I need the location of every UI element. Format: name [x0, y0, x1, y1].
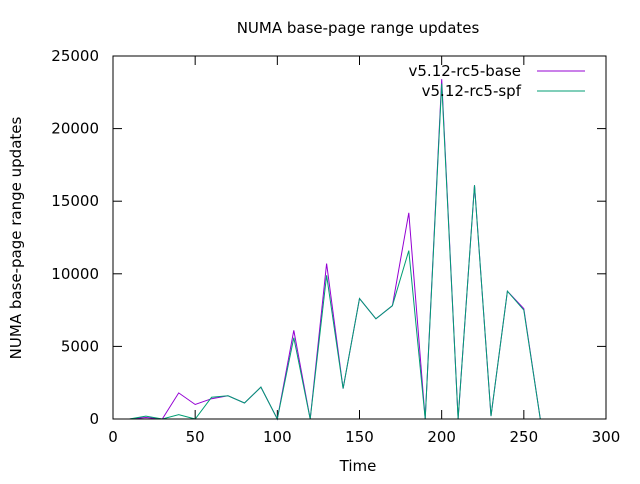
series-line-2 [129, 83, 541, 421]
legend: v5.12-rc5-base v5.12-rc5-spf [409, 62, 585, 100]
x-tick-label: 150 [345, 428, 374, 446]
x-tick-label: 300 [592, 428, 621, 446]
y-tick-label: 15000 [51, 192, 99, 210]
x-axis-label: Time [339, 457, 377, 475]
y-tick-label: 0 [89, 410, 99, 428]
legend-label-2: v5.12-rc5-spf [422, 82, 522, 100]
y-tick-label: 25000 [51, 47, 99, 65]
plot-frame [112, 55, 607, 420]
y-tick-label: 10000 [51, 265, 99, 283]
y-tick-label: 20000 [51, 120, 99, 138]
x-tick-label: 250 [510, 428, 539, 446]
x-tick-label: 200 [427, 428, 456, 446]
axis-ticks: 0 50 100 150 200 250 300 0 5000 10000 15000 20000 25… [51, 47, 620, 446]
y-tick-label: 5000 [61, 337, 99, 355]
series-lines [129, 79, 541, 421]
x-tick-label: 100 [263, 428, 292, 446]
x-tick-label: 0 [108, 428, 118, 446]
x-tick-label: 50 [186, 428, 205, 446]
chart-title: NUMA base-page range updates [237, 19, 480, 37]
legend-label-1: v5.12-rc5-base [409, 62, 522, 80]
y-axis-label: NUMA base-page range updates [7, 117, 25, 360]
